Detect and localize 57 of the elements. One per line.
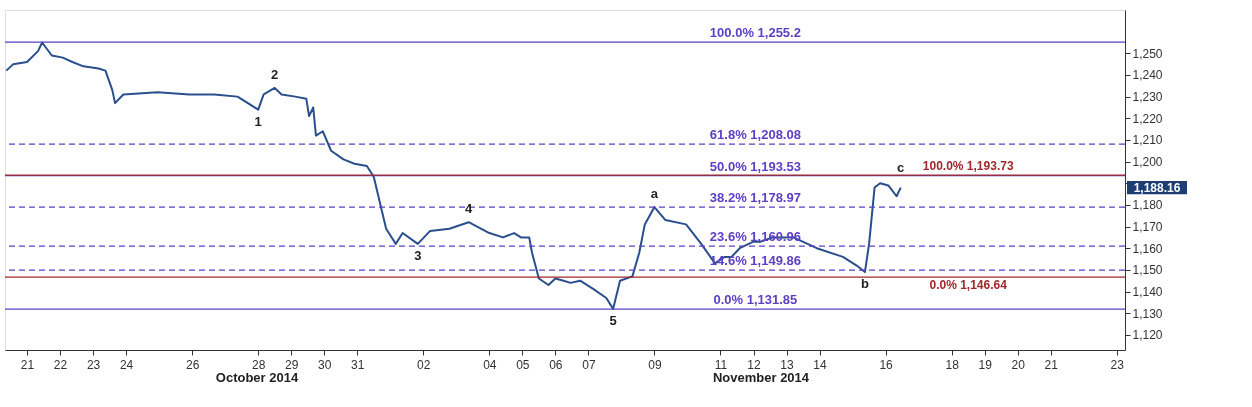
x-tick-label: 05 <box>516 357 530 372</box>
x-tick-label: 06 <box>549 357 563 372</box>
x-tick-label: 14 <box>813 357 828 372</box>
y-tick-label: 1,160 <box>1132 241 1163 256</box>
x-tick-label: 04 <box>483 357 497 372</box>
x-tick-label: 19 <box>978 357 993 372</box>
x-tick-label: 31 <box>351 357 365 372</box>
y-tick-label: 1,130 <box>1132 306 1163 321</box>
x-tick-label: 21 <box>20 357 35 372</box>
y-tick-label: 1,180 <box>1132 198 1163 213</box>
text: 1,188.16 <box>1133 180 1181 195</box>
annotation: c <box>897 160 905 176</box>
annotation: a <box>650 186 659 202</box>
annotation: 5 <box>609 312 617 328</box>
x-tick-label: 30 <box>318 357 332 372</box>
y-tick-label: 1,250 <box>1132 46 1163 61</box>
ref-line-label: 14.6% 1,149.86 <box>709 253 801 269</box>
annotation: 4 <box>465 201 474 217</box>
x-tick-label: 22 <box>53 357 68 372</box>
y-tick-label: 1,150 <box>1132 263 1163 278</box>
ref-line-label: 0.0% 1,131.85 <box>713 292 798 308</box>
y-tick-label: 1,140 <box>1132 285 1163 300</box>
ref-line-label: 100.0% 1,255.2 <box>709 25 801 41</box>
y-tick-label: 1,240 <box>1132 68 1163 83</box>
ref-line-label: 50.0% 1,193.53 <box>709 158 801 174</box>
x-tick-label: 28 <box>251 357 266 372</box>
y-tick-label: 1,120 <box>1132 328 1163 343</box>
y-tick-label: 1,210 <box>1132 133 1163 148</box>
x-tick-label: 20 <box>1011 357 1026 372</box>
x-tick-label: 16 <box>879 357 894 372</box>
ref-line-label: 61.8% 1,208.08 <box>709 127 801 143</box>
x-tick-label: 13 <box>780 357 795 372</box>
x-tick-label: 11 <box>714 357 728 372</box>
x-tick-label: 02 <box>417 357 431 372</box>
ref-line-label: 0.0% 1,146.64 <box>929 278 1008 293</box>
y-tick-label: 1,200 <box>1132 155 1163 170</box>
text: November 2014 <box>712 370 810 385</box>
y-tick-label: 1,170 <box>1132 220 1163 235</box>
x-tick-label: 21 <box>1044 357 1059 372</box>
annotation: 2 <box>271 66 279 82</box>
x-tick-label: 23 <box>86 357 101 372</box>
x-tick-label: 26 <box>185 357 200 372</box>
x-tick-label: 18 <box>945 357 960 372</box>
annotation: 3 <box>414 247 422 263</box>
x-tick-label: 12 <box>747 357 761 372</box>
x-tick-label: 23 <box>1110 357 1125 372</box>
ref-line-label: 100.0% 1,193.73 <box>922 159 1014 174</box>
x-tick-label: 24 <box>119 357 134 372</box>
annotation: 1 <box>254 113 262 129</box>
y-tick-label: 1,230 <box>1132 90 1163 105</box>
x-tick-label: 09 <box>648 357 662 372</box>
text: October 2014 <box>215 370 299 385</box>
x-tick-label: 07 <box>582 357 596 372</box>
y-tick-label: 1,220 <box>1132 111 1163 126</box>
annotation: b <box>860 276 869 292</box>
ref-line-label: 38.2% 1,178.97 <box>709 190 801 206</box>
x-tick-label: 29 <box>285 357 299 372</box>
